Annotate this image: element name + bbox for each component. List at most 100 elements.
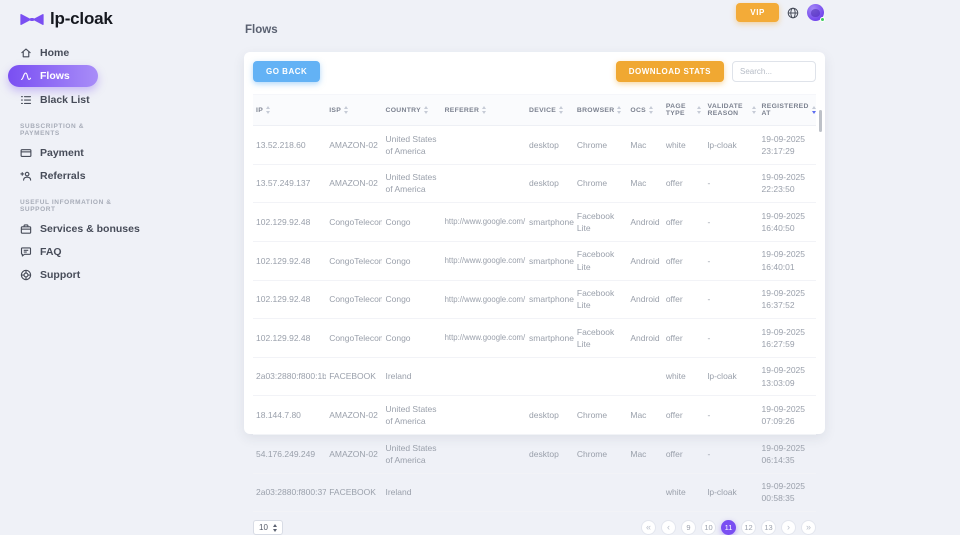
column-header-device[interactable]: DEVICE xyxy=(526,94,574,126)
sort-icon[interactable] xyxy=(617,106,622,114)
table-cell: 19-09-2025 00:58:35 xyxy=(758,473,816,513)
table-cell: http://www.google.com/ xyxy=(441,202,527,242)
table-cell: lp-cloak xyxy=(704,473,759,513)
sidebar-item-flows[interactable]: Flows xyxy=(8,65,98,87)
table-row: 18.144.7.80 AMAZON-02 United States of Ame… xyxy=(253,395,816,435)
vip-button[interactable]: VIP xyxy=(736,3,779,22)
sidebar-item-label: Payment xyxy=(40,146,84,159)
language-globe-icon[interactable] xyxy=(787,7,799,19)
sidebar-item-payment[interactable]: Payment xyxy=(8,142,94,163)
page-size-select[interactable]: 10 xyxy=(253,520,283,535)
sort-icon[interactable] xyxy=(559,106,564,114)
sort-icon[interactable] xyxy=(266,106,271,114)
table-cell xyxy=(441,434,527,474)
table-cell: 13.52.218.60 xyxy=(253,125,327,165)
table-cell: Mac xyxy=(627,395,663,435)
card-footer: 10 « ‹ 9 10 11 12 13 › » xyxy=(253,520,816,535)
table-cell: offer xyxy=(662,434,705,474)
flows-icon xyxy=(20,70,32,82)
sort-icon[interactable] xyxy=(344,106,349,114)
table-cell: - xyxy=(704,280,759,320)
table-cell: http://www.google.com/ xyxy=(441,280,527,320)
sort-icon[interactable] xyxy=(697,106,702,114)
table-cell xyxy=(526,357,574,397)
sidebar-item-faq[interactable]: FAQ xyxy=(8,241,72,262)
page-button-13[interactable]: 13 xyxy=(761,520,776,535)
table-row: 2a03:2880:f800:1b:: FACEBOOK Ireland white l… xyxy=(253,357,816,397)
sidebar-item-home[interactable]: Home xyxy=(8,42,79,63)
column-header-ocs[interactable]: OCS xyxy=(627,94,663,126)
table-cell: Congo xyxy=(382,318,442,358)
logo-text: lp-cloak xyxy=(50,9,113,28)
credit-card-icon xyxy=(20,147,32,159)
table-row: 102.129.92.48 CongoTelecom Congo http://www… xyxy=(253,280,816,320)
column-header-validate-reason[interactable]: VALIDATE REASON xyxy=(704,94,759,126)
app-logo[interactable]: lp-cloak xyxy=(8,9,232,29)
sort-icon[interactable] xyxy=(751,106,756,114)
sidebar-item-referrals[interactable]: Referrals xyxy=(8,165,96,186)
table-cell xyxy=(441,164,527,204)
table-cell: FACEBOOK xyxy=(326,357,383,397)
table-cell xyxy=(526,473,574,513)
table-cell: lp-cloak xyxy=(704,125,759,165)
page-button-11[interactable]: 11 xyxy=(721,520,736,535)
go-back-button[interactable]: GO BACK xyxy=(253,61,321,82)
table-cell: United States of America xyxy=(382,125,442,165)
sort-icon[interactable] xyxy=(811,106,816,114)
sidebar-item-support[interactable]: Support xyxy=(8,264,90,285)
column-header-country[interactable]: COUNTRY xyxy=(382,94,442,126)
sidebar-item-label: Flows xyxy=(40,70,70,82)
table-cell: Facebook Lite xyxy=(573,202,628,242)
table-cell: AMAZON-02 xyxy=(326,395,383,435)
table-cell: 102.129.92.48 xyxy=(253,202,327,242)
pagination-prev-button[interactable]: ‹ xyxy=(661,520,676,535)
table-row: 102.129.92.48 CongoTelecom Congo http://www… xyxy=(253,202,816,242)
sidebar-item-label: Black List xyxy=(40,93,90,106)
table-scrollbar-thumb[interactable] xyxy=(819,110,822,132)
page-button-9[interactable]: 9 xyxy=(681,520,696,535)
table-cell: 19-09-2025 16:27:59 xyxy=(758,318,816,358)
column-header-referer[interactable]: REFERER xyxy=(441,94,527,126)
sidebar-item-services-bonuses[interactable]: Services & bonuses xyxy=(8,218,150,239)
page-button-12[interactable]: 12 xyxy=(741,520,756,535)
table-cell: 19-09-2025 06:14:35 xyxy=(758,434,816,474)
table-cell: desktop xyxy=(526,395,574,435)
briefcase-icon xyxy=(20,223,32,235)
user-avatar[interactable] xyxy=(807,4,825,22)
column-header-ip[interactable]: IP xyxy=(253,94,327,126)
pagination-last-button[interactable]: » xyxy=(801,520,816,535)
sort-icon[interactable] xyxy=(482,106,487,114)
table-cell: Facebook Lite xyxy=(573,318,628,358)
table-cell: http://www.google.com/ xyxy=(441,318,527,358)
table-cell: - xyxy=(704,164,759,204)
sort-icon[interactable] xyxy=(423,106,428,114)
table-cell: Mac xyxy=(627,434,663,474)
pagination-first-button[interactable]: « xyxy=(641,520,656,535)
table-cell: Android xyxy=(627,241,663,281)
table-cell: 102.129.92.48 xyxy=(253,280,327,320)
table-cell: 54.176.249.249 xyxy=(253,434,327,474)
sort-icon[interactable] xyxy=(649,106,653,114)
table-cell: 19-09-2025 16:40:01 xyxy=(758,241,816,281)
download-stats-button[interactable]: DOWNLOAD STATS xyxy=(615,61,724,82)
table-cell: white xyxy=(662,125,705,165)
table-cell: - xyxy=(704,318,759,358)
pagination-next-button[interactable]: › xyxy=(781,520,796,535)
table-cell: 102.129.92.48 xyxy=(253,318,327,358)
column-header-browser[interactable]: BROWSER xyxy=(573,94,628,126)
sidebar-item-black-list[interactable]: Black List xyxy=(8,89,100,110)
column-header-page-type[interactable]: PAGE TYPE xyxy=(662,94,705,126)
toolbar: GO BACK DOWNLOAD STATS xyxy=(253,61,816,82)
column-header-isp[interactable]: ISP xyxy=(326,94,383,126)
table-cell: smartphone xyxy=(526,280,574,320)
table-cell: Android xyxy=(627,318,663,358)
online-status-dot xyxy=(819,16,825,22)
search-input[interactable] xyxy=(732,61,816,82)
table-cell: desktop xyxy=(526,164,574,204)
column-header-registered-at[interactable]: REGISTERED AT xyxy=(758,94,816,126)
table-cell: 2a03:2880:f800:1b:: xyxy=(253,357,327,397)
table-cell: 19-09-2025 16:37:52 xyxy=(758,280,816,320)
table-cell: smartphone xyxy=(526,241,574,281)
page-button-10[interactable]: 10 xyxy=(701,520,716,535)
table-cell: Android xyxy=(627,280,663,320)
